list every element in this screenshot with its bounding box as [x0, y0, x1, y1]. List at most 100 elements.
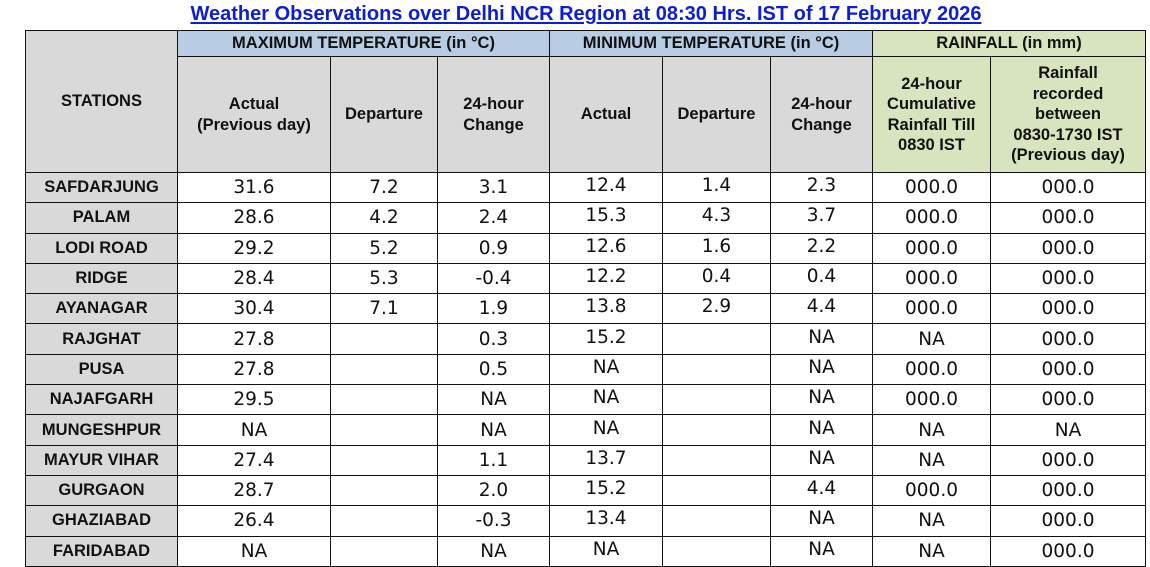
max-actual-cell-value: 31.6 — [233, 177, 275, 199]
max-departure-cell — [330, 353, 438, 386]
rain-cumulative-cell-value: NA — [918, 449, 945, 471]
min-actual-cell-value: 12.4 — [585, 175, 627, 197]
rain-cumulative-cell: 000.0 — [872, 232, 991, 264]
station-cell-value: AYANAGAR — [55, 299, 148, 318]
max-change-cell-value: NA — [480, 419, 507, 441]
rain-cum-line1: 24-hour — [901, 74, 962, 93]
rain-recorded-cell: 000.0 — [990, 171, 1146, 204]
min-departure-cell — [662, 444, 771, 476]
rain-recorded-cell: NA — [990, 414, 1146, 446]
table-row: RAJGHAT 27.8 0.3 15.2 NA NA 000.0 — [25, 323, 1146, 355]
max-change-cell-value: 3.1 — [478, 177, 509, 199]
min-change-cell-value: 4.4 — [806, 296, 837, 318]
rain-cumulative-cell-value: 000.0 — [905, 298, 958, 320]
max-change-cell-value: 0.3 — [478, 328, 509, 350]
min-departure-cell-value: 0.4 — [701, 266, 732, 288]
rain-cumulative-cell: NA — [872, 444, 991, 476]
min-change-cell: 2.2 — [770, 232, 873, 264]
min-departure-cell-value: 2.9 — [701, 296, 732, 318]
max-actual-cell-value: 28.7 — [233, 480, 275, 502]
rain-cumulative-cell: NA — [872, 505, 991, 537]
min-change-cell-value: NA — [808, 508, 835, 530]
min-actual-cell: 15.2 — [549, 323, 663, 355]
max-departure-cell-value: 4.2 — [369, 207, 399, 229]
rain-cumulative-cell: NA — [872, 414, 991, 446]
min-actual-cell-value: NA — [592, 538, 620, 560]
rain-cumulative-cell-value: 000.0 — [905, 207, 958, 229]
max-change-header: 24-hour Change — [437, 56, 550, 173]
max-change-cell: 1.9 — [437, 293, 550, 325]
page-title: Weather Observations over Delhi NCR Regi… — [190, 3, 982, 25]
max-departure-cell-value: 5.3 — [369, 268, 399, 290]
rain-cum-line4: 0830 IST — [898, 136, 965, 154]
rain-cumulative-cell: 000.0 — [872, 171, 991, 204]
min-actual-cell: NA — [549, 384, 663, 416]
min-actual-cell-value: 12.6 — [585, 235, 627, 257]
rain-rec-line4: 0830-1730 IST — [1013, 125, 1123, 144]
station-cell-value: GHAZIABAD — [52, 511, 151, 530]
min-change-cell-value: 2.3 — [806, 175, 837, 197]
max-actual-cell: 28.7 — [177, 474, 331, 507]
max-actual-cell-value: 30.4 — [233, 298, 275, 320]
rain-cum-line2: Cumulative — [887, 95, 976, 113]
min-change-cell: NA — [770, 323, 873, 355]
rain-cumulative-header: 24-hour Cumulative Rainfall Till 0830 IS… — [872, 56, 991, 173]
max-change-cell: -0.4 — [437, 262, 550, 295]
min-change-cell-value: NA — [808, 447, 835, 469]
max-change-cell-value: 1.9 — [478, 298, 509, 320]
max-actual-cell-value: 28.6 — [233, 207, 275, 229]
max-actual-cell: NA — [177, 535, 331, 567]
table-row: PALAM 28.6 4.2 2.4 15.3 4.3 3.7 000.0 000.0 — [25, 202, 1146, 234]
max-change-cell-value: 2.0 — [478, 480, 509, 502]
max-actual-cell: 30.4 — [177, 293, 331, 325]
station-cell-value: MAYUR VIHAR — [44, 450, 159, 469]
max-actual-cell: 28.4 — [177, 262, 331, 295]
rain-recorded-cell: 000.0 — [990, 353, 1146, 386]
max-actual-cell: 31.6 — [177, 171, 331, 204]
min-actual-cell: 13.4 — [549, 505, 663, 537]
rain-cumulative-cell-value: NA — [918, 510, 945, 532]
max-departure-cell — [330, 414, 438, 446]
min-actual-cell: 15.2 — [549, 474, 663, 507]
max-change-cell: -0.3 — [437, 505, 550, 537]
max-temp-group-header: MAXIMUM TEMPERATURE (in °C) — [177, 30, 550, 57]
min-change-cell-value: 4.4 — [806, 478, 837, 500]
rain-cumulative-cell: 000.0 — [872, 384, 991, 416]
table-row: FARIDABAD NA NA NA NA NA 000.0 — [25, 535, 1146, 567]
table-row: NAJAFGARH 29.5 NA NA NA 000.0 000.0 — [25, 384, 1146, 416]
table-body: SAFDARJUNG 31.6 7.2 3.1 12.4 1.4 2.3 000.0 000.0… — [25, 171, 1146, 567]
max-actual-cell: 27.4 — [177, 444, 331, 476]
max-actual-cell-value: NA — [240, 419, 268, 441]
max-departure-cell: 7.2 — [330, 171, 438, 204]
station-cell: PALAM — [25, 202, 178, 234]
max-change-header-line2: Change — [463, 115, 524, 134]
table-row: SAFDARJUNG 31.6 7.2 3.1 12.4 1.4 2.3 000.0 000.0 — [25, 171, 1146, 204]
min-change-cell: NA — [770, 444, 873, 476]
max-change-cell-value: -0.3 — [475, 510, 512, 532]
max-departure-cell-value: 7.1 — [369, 298, 399, 320]
min-change-cell: 4.4 — [770, 474, 873, 507]
max-change-cell: NA — [437, 414, 550, 446]
min-actual-cell-value: 13.7 — [585, 447, 627, 469]
min-change-cell-value: NA — [808, 387, 835, 409]
table-row: GHAZIABAD 26.4 -0.3 13.4 NA NA 000.0 — [25, 505, 1146, 537]
station-cell: MAYUR VIHAR — [25, 444, 178, 476]
max-actual-cell: 27.8 — [177, 323, 331, 355]
max-departure-cell: 5.3 — [330, 262, 438, 295]
rain-recorded-cell-value: NA — [1054, 419, 1082, 441]
min-departure-cell: 1.4 — [662, 171, 771, 204]
min-actual-cell: 12.4 — [549, 171, 663, 204]
rain-cumulative-cell: 000.0 — [872, 293, 991, 325]
max-change-cell-value: -0.4 — [475, 268, 512, 290]
rain-cumulative-cell-value: 000.0 — [905, 177, 958, 199]
max-change-cell-value: 0.9 — [478, 237, 509, 259]
station-cell-value: SAFDARJUNG — [44, 178, 159, 197]
rain-recorded-cell-value: 000.0 — [1041, 298, 1095, 320]
max-departure-cell — [330, 474, 438, 507]
rain-cumulative-cell: 000.0 — [872, 202, 991, 234]
rain-cumulative-cell-value: 000.0 — [905, 480, 958, 502]
max-departure-cell-value: 5.2 — [369, 237, 399, 259]
weather-observations-table: STATIONS MAXIMUM TEMPERATURE (in °C) MIN… — [25, 30, 1146, 567]
rain-cumulative-cell-value: NA — [918, 540, 945, 562]
max-actual-cell-value: 27.8 — [233, 328, 275, 350]
